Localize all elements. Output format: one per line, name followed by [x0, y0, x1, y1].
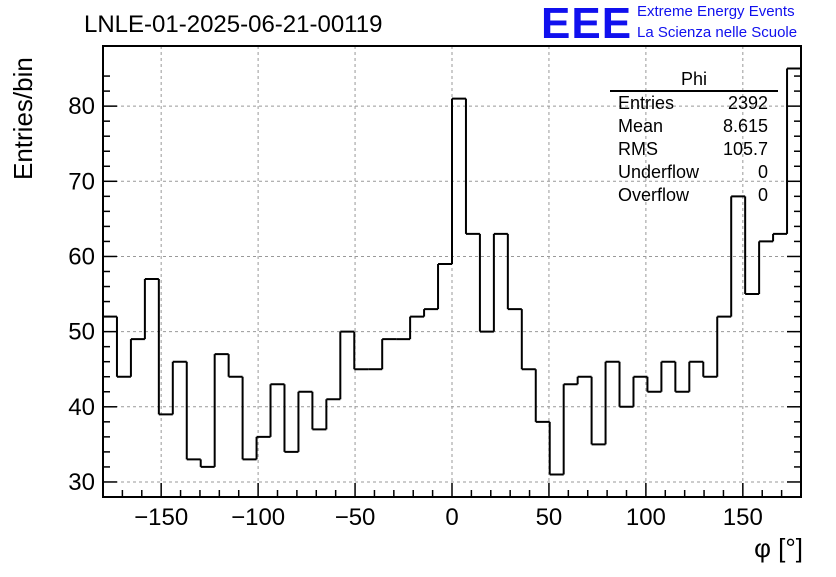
x-tick-label: 0: [445, 504, 458, 531]
x-tick-label: −50: [335, 504, 376, 531]
histogram-bin: [143, 278, 159, 340]
histogram-bin: [576, 375, 592, 385]
histogram-bin: [562, 383, 578, 475]
histogram-bin: [297, 390, 313, 452]
stats-row: Mean 8.615: [610, 115, 778, 138]
histogram-bin: [353, 331, 369, 371]
histogram-bin: [520, 309, 536, 371]
histogram-bin: [688, 360, 704, 392]
histogram-bin: [381, 338, 397, 370]
x-tick-label: −100: [231, 504, 285, 531]
histogram-bin: [744, 196, 760, 296]
x-tick-label: 50: [536, 504, 563, 531]
x-tick-label: 100: [626, 504, 666, 531]
histogram-bin: [157, 279, 173, 416]
histogram-bin: [604, 360, 620, 445]
histogram-bin: [702, 361, 718, 378]
logo-line-2: La Scienza nelle Scuole: [637, 24, 798, 41]
eee-logo: EEE: [541, 0, 633, 48]
histogram-bin: [772, 232, 788, 242]
histogram-bin: [758, 240, 774, 295]
histogram-bin: [786, 67, 801, 234]
stats-value: 0: [757, 162, 768, 182]
stats-row: Underflow 0: [610, 161, 778, 184]
histogram-bin: [255, 435, 271, 460]
histogram-bin: [451, 97, 466, 264]
histogram-bin: [283, 384, 299, 453]
histogram-bin: [437, 262, 452, 310]
logo-line-1: Extreme Energy Events: [637, 3, 795, 20]
stats-value: 105.7: [722, 139, 768, 159]
histogram-bin: [325, 398, 341, 430]
stats-row: Overflow 0: [610, 184, 778, 207]
histogram-bin: [590, 376, 606, 446]
x-tick-label: −150: [134, 504, 188, 531]
stats-label: Entries: [618, 93, 675, 113]
histogram-bin: [674, 361, 690, 393]
histogram-bin: [716, 315, 732, 377]
histogram-bin: [730, 195, 746, 317]
histogram-bin: [185, 361, 201, 461]
y-tick-label: 50: [68, 319, 95, 346]
histogram-bin: [311, 391, 327, 431]
histogram-bin: [464, 98, 480, 235]
histogram-bin: [506, 233, 522, 311]
histogram-bin: [409, 315, 425, 340]
histogram-bin: [492, 232, 508, 332]
histogram-bin: [646, 376, 662, 393]
histogram-bin: [241, 376, 257, 461]
histogram-bin: [339, 330, 355, 400]
stats-label: Mean: [618, 116, 664, 136]
histogram-bin: [199, 459, 215, 468]
y-tick-label: 30: [68, 469, 95, 496]
stats-box: Phi Entries 2392 Mean 8.615 RMS 105.7 Un…: [610, 69, 778, 207]
histogram-bin: [618, 361, 634, 408]
histogram-bin: [478, 233, 494, 333]
stats-label: RMS: [618, 139, 658, 159]
stats-value: 0: [757, 185, 768, 205]
stats-value: 2392: [727, 93, 768, 113]
stats-row: RMS 105.7: [610, 138, 778, 161]
stats-value: 8.615: [722, 116, 768, 136]
y-tick-label: 60: [68, 243, 95, 270]
y-axis-label: Entries/bin: [8, 57, 38, 180]
x-axis-label: φ [°]: [754, 533, 803, 563]
histogram-bin: [171, 360, 187, 415]
histogram-bin: [534, 369, 550, 423]
histogram-bin: [269, 383, 285, 437]
stats-row: Entries 2392: [610, 92, 778, 115]
y-tick-label: 80: [68, 93, 95, 120]
y-tick-label: 70: [68, 168, 95, 195]
chart-title: LNLE-01-2025-06-21-00119: [84, 11, 383, 38]
histogram-bin: [660, 360, 676, 392]
histogram-bin: [115, 316, 131, 378]
histogram-bin: [632, 375, 648, 407]
histogram-bin: [213, 353, 229, 467]
stats-label: Underflow: [618, 162, 700, 182]
histogram-bin: [227, 354, 243, 378]
stats-label: Overflow: [618, 185, 690, 205]
stats-box-title: Phi: [610, 69, 778, 92]
x-tick-label: 150: [723, 504, 763, 531]
histogram-bin: [423, 308, 439, 317]
y-tick-label: 40: [68, 394, 95, 421]
histogram-bin: [129, 338, 145, 377]
histogram-bin: [548, 421, 564, 476]
